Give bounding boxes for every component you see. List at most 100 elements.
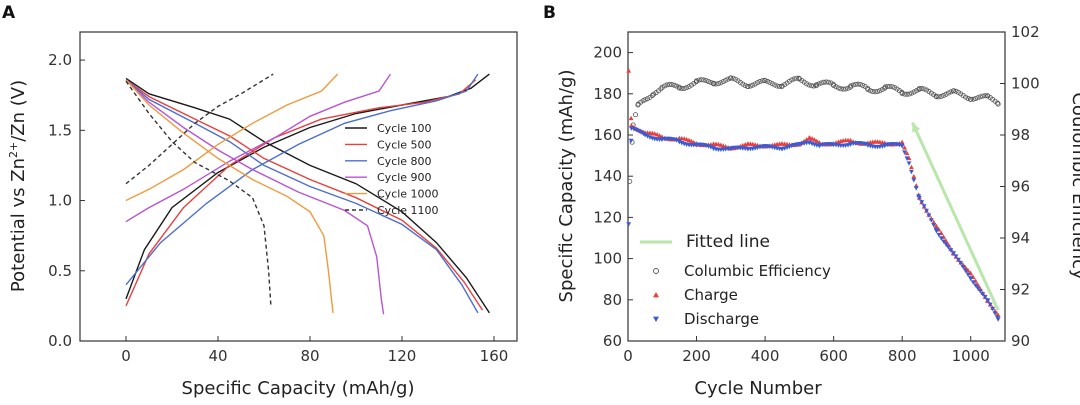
series-cycle-800-discharge-curve [125, 79, 479, 314]
chart-b-point-columbic-efficiency [767, 80, 773, 86]
chart-b-point-columbic-efficiency [823, 79, 829, 85]
series-cycle-1000-discharge-curve [125, 79, 334, 313]
chart-b-point-columbic-efficiency [975, 95, 981, 101]
chart-b-point-charge [629, 122, 634, 128]
chart-b-point-columbic-efficiency [857, 81, 863, 87]
chart-b-point-columbic-efficiency [711, 81, 717, 87]
chart-b-point-columbic-efficiency [850, 82, 856, 88]
chart-b-point-columbic-efficiency [943, 91, 949, 97]
chart-a-y-tick-label: 0.0 [48, 332, 72, 350]
chart-b-point-charge [965, 267, 971, 273]
panel-a-letter: A [2, 3, 16, 23]
chart-b-point-columbic-efficiency [759, 78, 765, 84]
chart-b-point-columbic-efficiency [941, 93, 947, 99]
chart-b-point-charge [626, 68, 632, 73]
chart-b-point-columbic-efficiency [789, 77, 795, 83]
chart-b-point-discharge [642, 133, 648, 138]
chart-b-point-discharge [982, 295, 988, 300]
chart-b-point-discharge [958, 261, 964, 266]
chart-b-point-columbic-efficiency [627, 178, 633, 184]
chart-b-point-columbic-efficiency [740, 81, 746, 87]
legend-swatch-discharge [653, 316, 659, 322]
chart-b-point-columbic-efficiency [904, 91, 910, 97]
chart-b-point-columbic-efficiency [684, 85, 690, 91]
chart-b-point-columbic-efficiency [995, 101, 1001, 107]
chart-b-point-columbic-efficiency [701, 77, 707, 83]
chart-b-point-columbic-efficiency [769, 81, 775, 87]
chart-b-point-columbic-efficiency [828, 80, 834, 86]
chart-b-point-discharge [931, 223, 937, 228]
series-cycle-100-discharge-curve [125, 77, 490, 314]
chart-a-y-axis-label: Potential vs Zn2+/Zn (V) [7, 80, 29, 292]
chart-b-point-discharge [911, 178, 917, 183]
chart-b-point-discharge [899, 144, 905, 149]
chart-b-x-tick-label: 0 [623, 347, 633, 365]
chart-b-point-columbic-efficiency [713, 81, 719, 87]
chart-b-point-columbic-efficiency [645, 96, 651, 102]
chart-b-point-discharge [807, 140, 813, 146]
chart-b-point-discharge [960, 264, 966, 270]
chart-b-point-columbic-efficiency [776, 84, 782, 90]
chart-b-point-discharge [985, 298, 991, 304]
chart-b-y-tick-label: 200 [593, 44, 622, 62]
chart-b-point-columbic-efficiency [916, 86, 922, 92]
chart-b-y-right-tick-label: 102 [1011, 23, 1040, 41]
chart-b-point-columbic-efficiency [696, 77, 702, 83]
chart-b-point-columbic-efficiency [968, 96, 974, 102]
chart-b-point-columbic-efficiency [909, 90, 915, 96]
chart-b-point-columbic-efficiency [938, 93, 944, 99]
chart-b-point-discharge [906, 161, 912, 166]
chart-b-point-charge [911, 173, 917, 179]
chart-b-point-discharge [990, 306, 996, 312]
chart-b-point-columbic-efficiency [698, 77, 704, 83]
chart-b-point-columbic-efficiency [953, 88, 959, 94]
chart-b-x-axis-label: Cycle Number [694, 378, 822, 399]
series-cycle-900-charge-curve [125, 73, 392, 223]
chart-b-point-columbic-efficiency [879, 87, 885, 93]
chart-a-y-axis-label-sup: 2+ [7, 142, 20, 158]
chart-b-point-columbic-efficiency [835, 85, 841, 91]
chart-b-point-columbic-efficiency [679, 86, 685, 92]
chart-b-y-tick-label: 180 [593, 85, 622, 103]
chart-a-x-tick-label: 160 [480, 347, 509, 365]
chart-b-point-columbic-efficiency [703, 78, 709, 84]
chart-b-point-discharge [951, 251, 956, 256]
chart-a-x-tick-label: 40 [208, 347, 227, 365]
chart-b-point-discharge [992, 311, 998, 316]
chart-b-point-discharge [948, 248, 954, 253]
chart-b-point-columbic-efficiency [676, 85, 682, 91]
chart-b-point-columbic-efficiency [843, 86, 849, 92]
chart-b-point-columbic-efficiency [911, 89, 917, 95]
chart-b-y-axis-label: Specific Capacity (mAh/g) [556, 70, 577, 303]
legend-label-cycle-500: Cycle 500 [377, 138, 432, 151]
chart-b-point-columbic-efficiency [742, 82, 748, 88]
chart-b-point-discharge [975, 286, 981, 291]
legend-label-cycle-100: Cycle 100 [377, 122, 432, 135]
chart-b-fitted-line [911, 122, 1000, 311]
chart-b-point-columbic-efficiency [919, 86, 925, 92]
legend-label-discharge: Discharge [684, 310, 759, 328]
chart-b-point-columbic-efficiency [980, 93, 986, 99]
chart-b-point-columbic-efficiency [865, 87, 871, 93]
chart-b-point-discharge [628, 138, 634, 144]
chart-b-y-right-tick-label: 96 [1011, 178, 1030, 196]
chart-b-point-columbic-efficiency [633, 112, 639, 118]
chart-b-point-columbic-efficiency [794, 75, 800, 81]
chart-a: 0 40 80 120 160 0.0 0.5 1.0 1.5 2.0 Cycle 100 Cyc… [7, 31, 518, 399]
legend-label-columbic-efficiency: Columbic Efficiency [684, 262, 831, 280]
chart-b-point-columbic-efficiency [877, 88, 883, 94]
series-cycle-1100-discharge-curve [125, 80, 272, 306]
legend-swatch-charge [653, 292, 659, 298]
chart-a-x-tick-label: 120 [388, 347, 417, 365]
chart-b-point-columbic-efficiency [662, 83, 668, 89]
chart-b-point-columbic-efficiency [659, 84, 665, 90]
chart-b-y-right-tick-label: 90 [1011, 332, 1030, 350]
chart-b-y-right-tick-label: 94 [1011, 229, 1030, 247]
chart-b-point-charge [812, 137, 817, 142]
chart-b-point-columbic-efficiency [752, 81, 758, 87]
chart-b-point-columbic-efficiency [806, 82, 812, 88]
chart-b-point-columbic-efficiency [825, 79, 831, 85]
chart-b-point-discharge [936, 232, 942, 238]
chart-b-point-columbic-efficiency [747, 83, 753, 89]
